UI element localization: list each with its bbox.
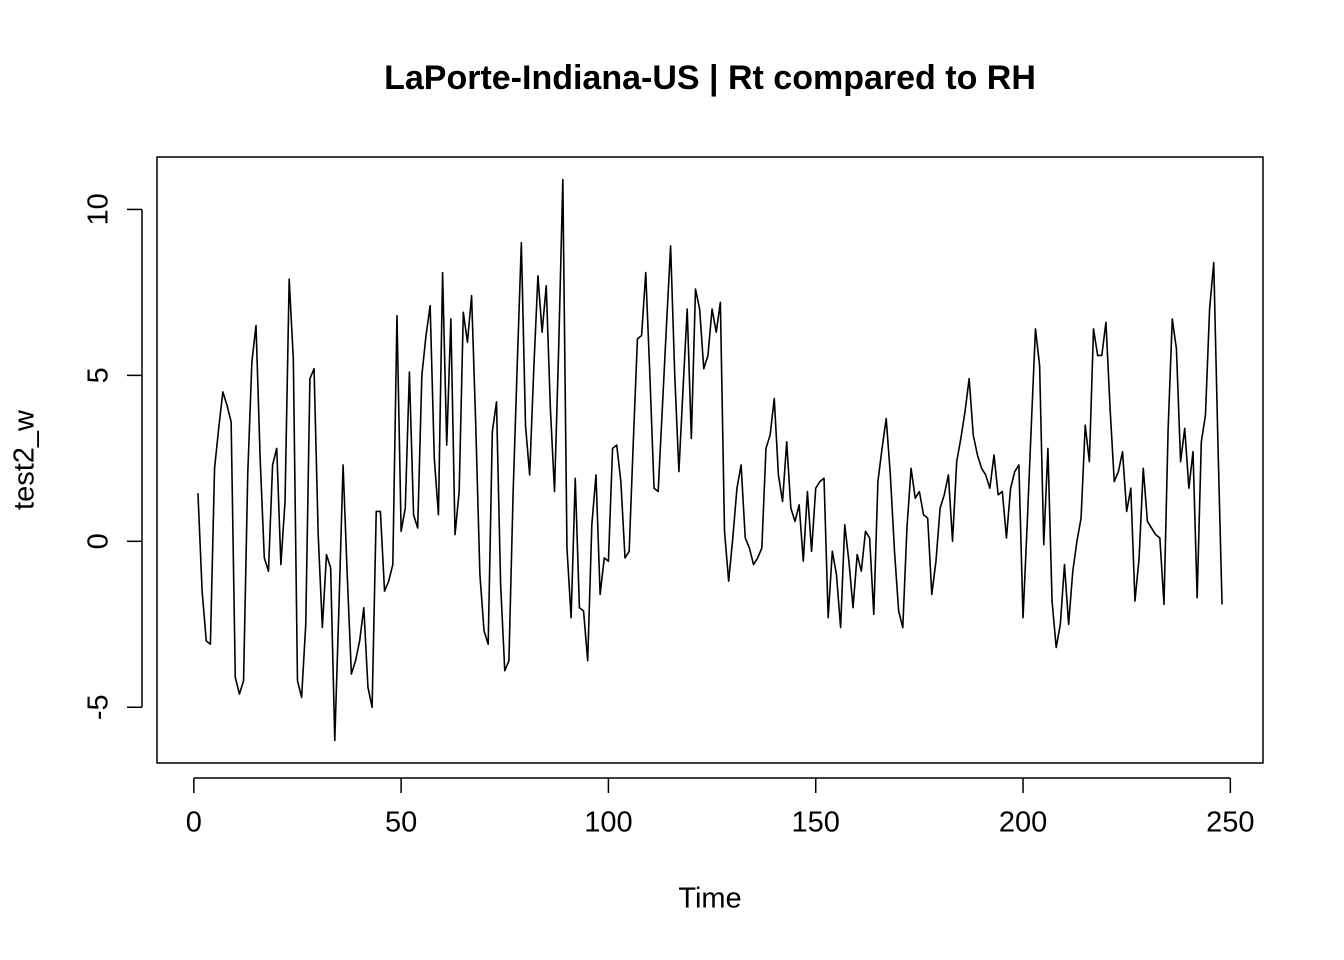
y-tick-label: 5	[83, 367, 115, 383]
x-tick-label: 0	[186, 807, 202, 839]
y-axis-label: test2_w	[9, 409, 41, 510]
chart-title: LaPorte-Indiana-US | Rt compared to RH	[384, 59, 1036, 97]
y-tick-label: 0	[83, 533, 115, 549]
x-tick-label: 250	[1206, 807, 1254, 839]
x-tick-label: 50	[385, 807, 417, 839]
x-tick-label: 150	[792, 807, 840, 839]
x-tick-label: 100	[584, 807, 632, 839]
data-line	[197, 178, 1223, 742]
x-tick-label: 200	[999, 807, 1047, 839]
plot-frame	[156, 156, 1264, 764]
x-axis-label: Time	[678, 883, 741, 915]
y-tick-label: 10	[83, 193, 115, 225]
y-tick-label: -5	[83, 694, 115, 720]
